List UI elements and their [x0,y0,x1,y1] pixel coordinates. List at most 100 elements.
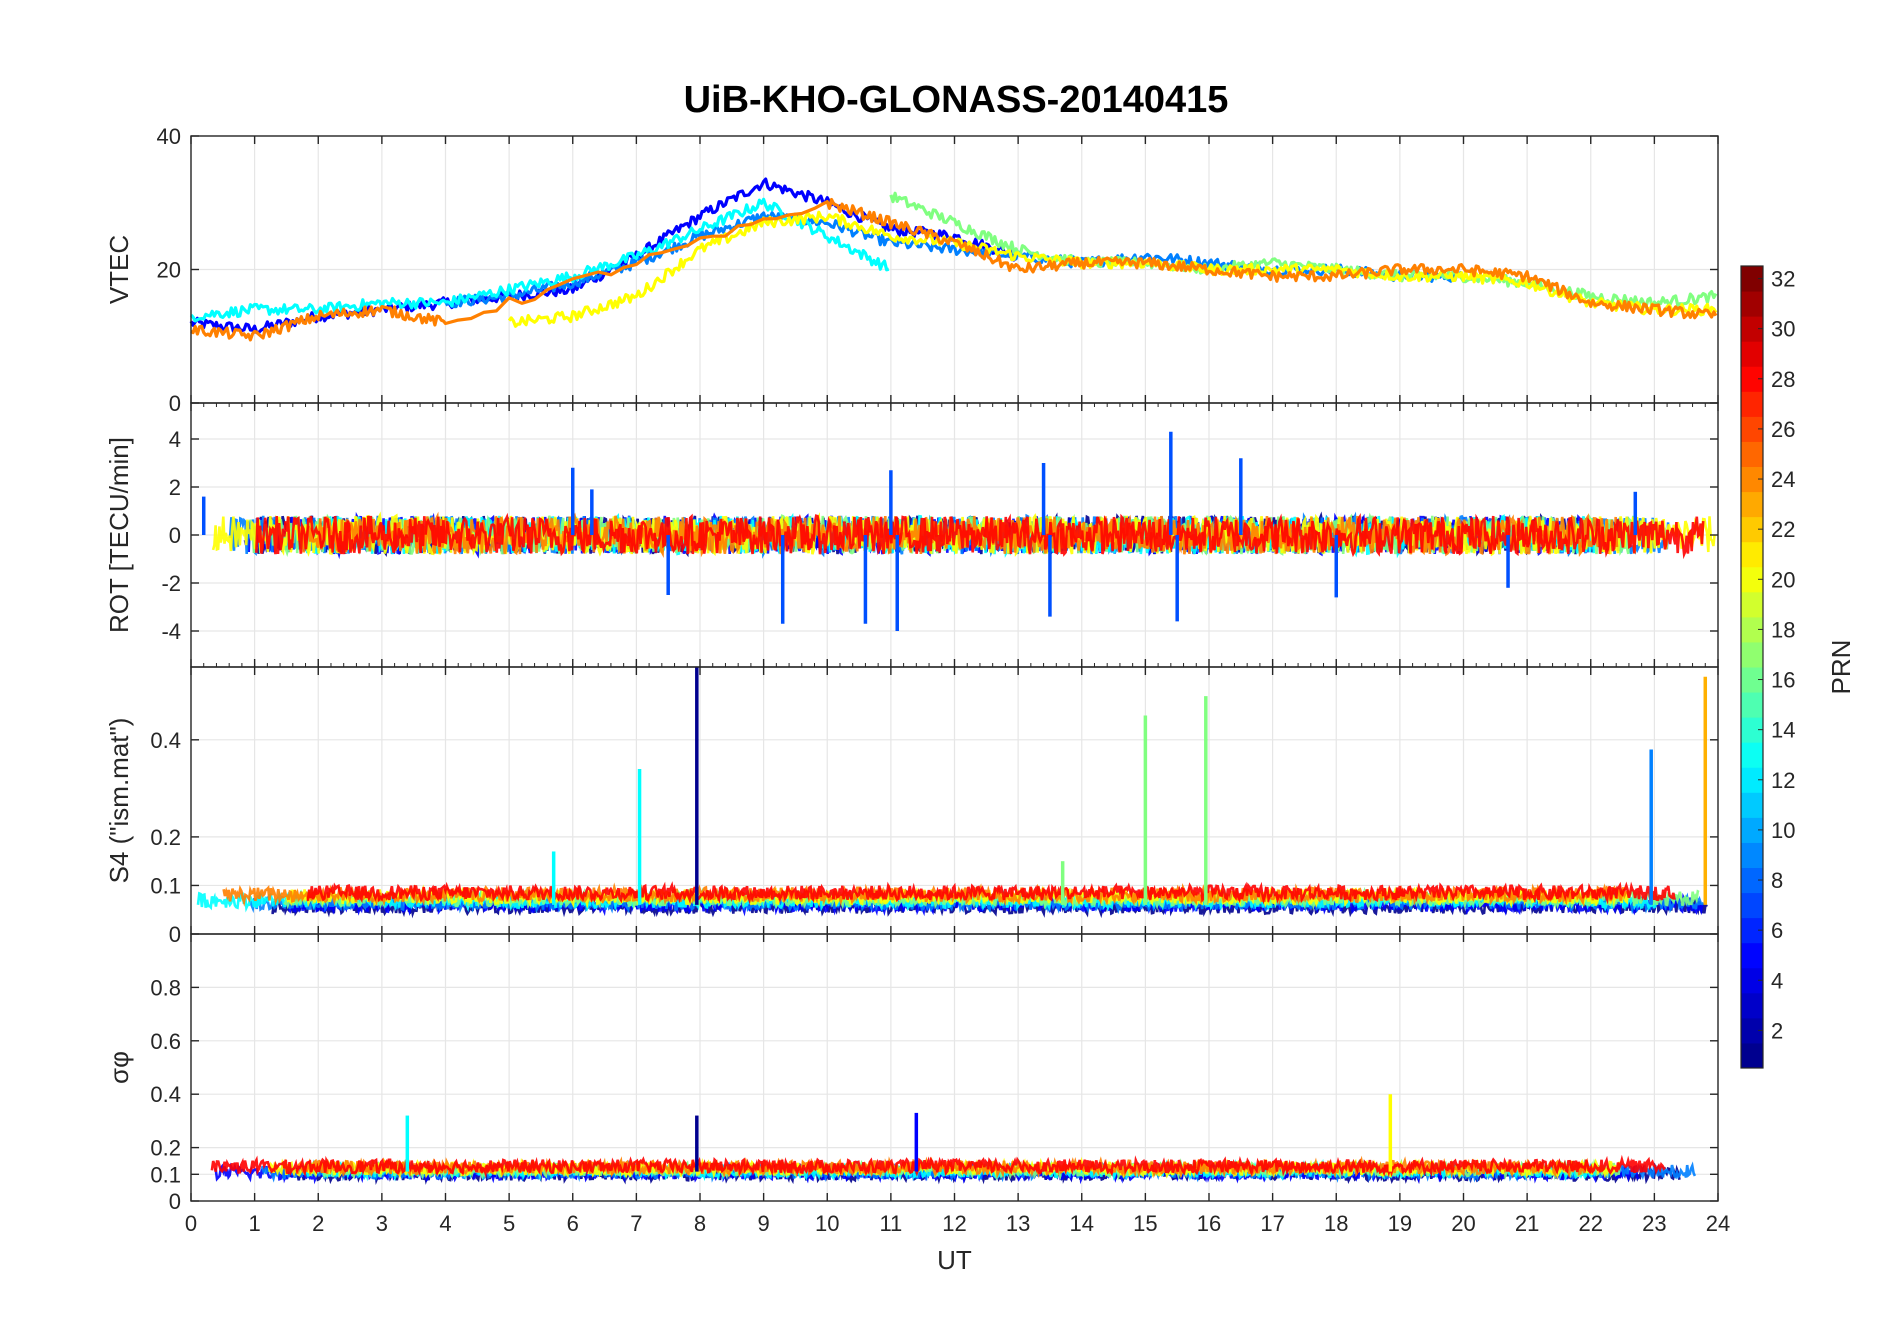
data-sigma_phi [210,1094,1697,1185]
x-tick-label: 20 [1451,1211,1475,1236]
colorbar-segment [1741,466,1763,493]
colorbar-tick-label: 8 [1771,868,1783,893]
colorbar-segment [1741,667,1763,693]
colorbar-segment [1741,792,1763,818]
colorbar-segment [1741,266,1763,292]
y-axis-label: VTEC [104,235,134,304]
x-tick-label: 1 [249,1211,261,1236]
data-rot [201,431,1716,631]
colorbar-segment [1741,1042,1763,1069]
colorbar-segment [1741,291,1763,317]
y-tick-label: 0 [169,1189,181,1214]
series-line [190,197,1718,342]
colorbar-segment [1741,491,1763,518]
data-vtec [189,177,1718,342]
colorbar-frame [1740,265,1764,1069]
x-tick-label: 7 [630,1211,642,1236]
colorbar-segment [1741,917,1763,944]
colorbar-segment [1741,967,1763,994]
data-s4 [196,667,1708,919]
colorbar-segment [1741,842,1763,868]
colorbar-tick-label: 24 [1771,467,1795,492]
x-tick-label: 11 [879,1211,902,1236]
y-tick-label: 0.1 [150,873,181,898]
y-tick-label: 4 [169,427,181,452]
figure-title: UiB-KHO-GLONASS-20140415 [684,79,1229,121]
colorbar-tick-label: 30 [1771,317,1795,342]
colorbar-segment [1741,692,1763,718]
colorbar-segment [1741,942,1763,969]
colorbar-segment [1741,867,1763,894]
x-tick-label: 2 [312,1211,324,1236]
y-tick-label: 0.6 [150,1029,181,1054]
y-tick-label: 0 [169,922,181,947]
colorbar-segment [1741,817,1763,843]
x-tick-label: 5 [503,1211,515,1236]
x-tick-label: 0 [185,1211,197,1236]
y-tick-label: 2 [169,475,181,500]
colorbar-tick-label: 20 [1771,567,1795,592]
colorbar-tick-label: 12 [1771,768,1795,793]
colorbar-segment [1741,441,1763,467]
y-tick-label: 0.2 [150,1136,181,1161]
y-tick-label: 40 [157,124,181,149]
x-tick-label: 17 [1260,1211,1284,1236]
y-axis-label: σφ [104,1051,134,1084]
x-tick-label: 10 [815,1211,839,1236]
series-line [255,512,1705,560]
series-line [210,1154,1667,1179]
colorbar-tick-label: 28 [1771,367,1795,392]
y-tick-label: 0.4 [150,728,181,753]
panel-sigma_phi: 00.10.20.40.60.80 1 2 3 4 5 6 7 8 9 10 11 12 13 14 15 16… [104,933,1730,1275]
colorbar-tick-label: 14 [1771,718,1795,743]
y-tick-label: 0 [169,391,181,416]
y-tick-label: 0.2 [150,825,181,850]
colorbar-tick-label: 10 [1771,818,1795,843]
x-axis-label: UT [937,1245,972,1275]
colorbar-tick-label: 26 [1771,417,1795,442]
colorbar-tick-label: 6 [1771,918,1783,943]
y-axis-label: S4 ("ism.mat") [104,718,134,884]
colorbar-segment [1741,992,1763,1019]
y-tick-label: -4 [161,619,181,644]
y-axis-label: ROT [TECU/min] [104,437,134,633]
colorbar-tick-label: 22 [1771,517,1795,542]
colorbar-segment [1741,641,1763,668]
colorbar-segment [1741,316,1763,342]
x-tick-label: 24 [1706,1211,1730,1236]
colorbar-segment [1741,591,1763,618]
colorbar-segment [1741,391,1763,417]
colorbar-tick-label: 18 [1771,617,1795,642]
x-tick-label: 18 [1324,1211,1348,1236]
colorbar-tick-label: 4 [1771,968,1783,993]
panel-s4: 0 0.1 0.2 0.4 S4 ("ism.mat") [104,666,1719,947]
series-line [189,197,890,323]
x-tick-label: 6 [567,1211,579,1236]
x-tick-label: 16 [1197,1211,1221,1236]
colorbar-segment [1741,616,1763,643]
colorbar-tick-label: 32 [1771,267,1795,292]
y-tick-label: 0.8 [150,975,181,1000]
colorbar-segment [1741,416,1763,442]
x-tick-label: 3 [376,1211,388,1236]
colorbar-segment [1741,892,1763,919]
series-line [306,881,1676,905]
colorbar-segment [1741,541,1763,568]
y-tick-label: 0 [169,523,181,548]
colorbar-segment [1741,341,1763,367]
colorbar-segment [1741,366,1763,392]
y-tick-label: 0.1 [150,1162,181,1187]
colorbar-segment [1741,1017,1763,1044]
x-tick-label: 23 [1642,1211,1666,1236]
x-tick-label: 21 [1515,1211,1539,1236]
x-tick-label: 12 [942,1211,966,1236]
colorbar-label: PRN [1826,640,1856,695]
colorbar-segment [1741,566,1763,593]
x-tick-label: 8 [694,1211,706,1236]
panel-rot: -4 -2 0 2 4 ROT [TECU/min] [104,402,1719,668]
x-tick-label: 19 [1388,1211,1412,1236]
colorbar-tick-label: 2 [1771,1018,1783,1043]
